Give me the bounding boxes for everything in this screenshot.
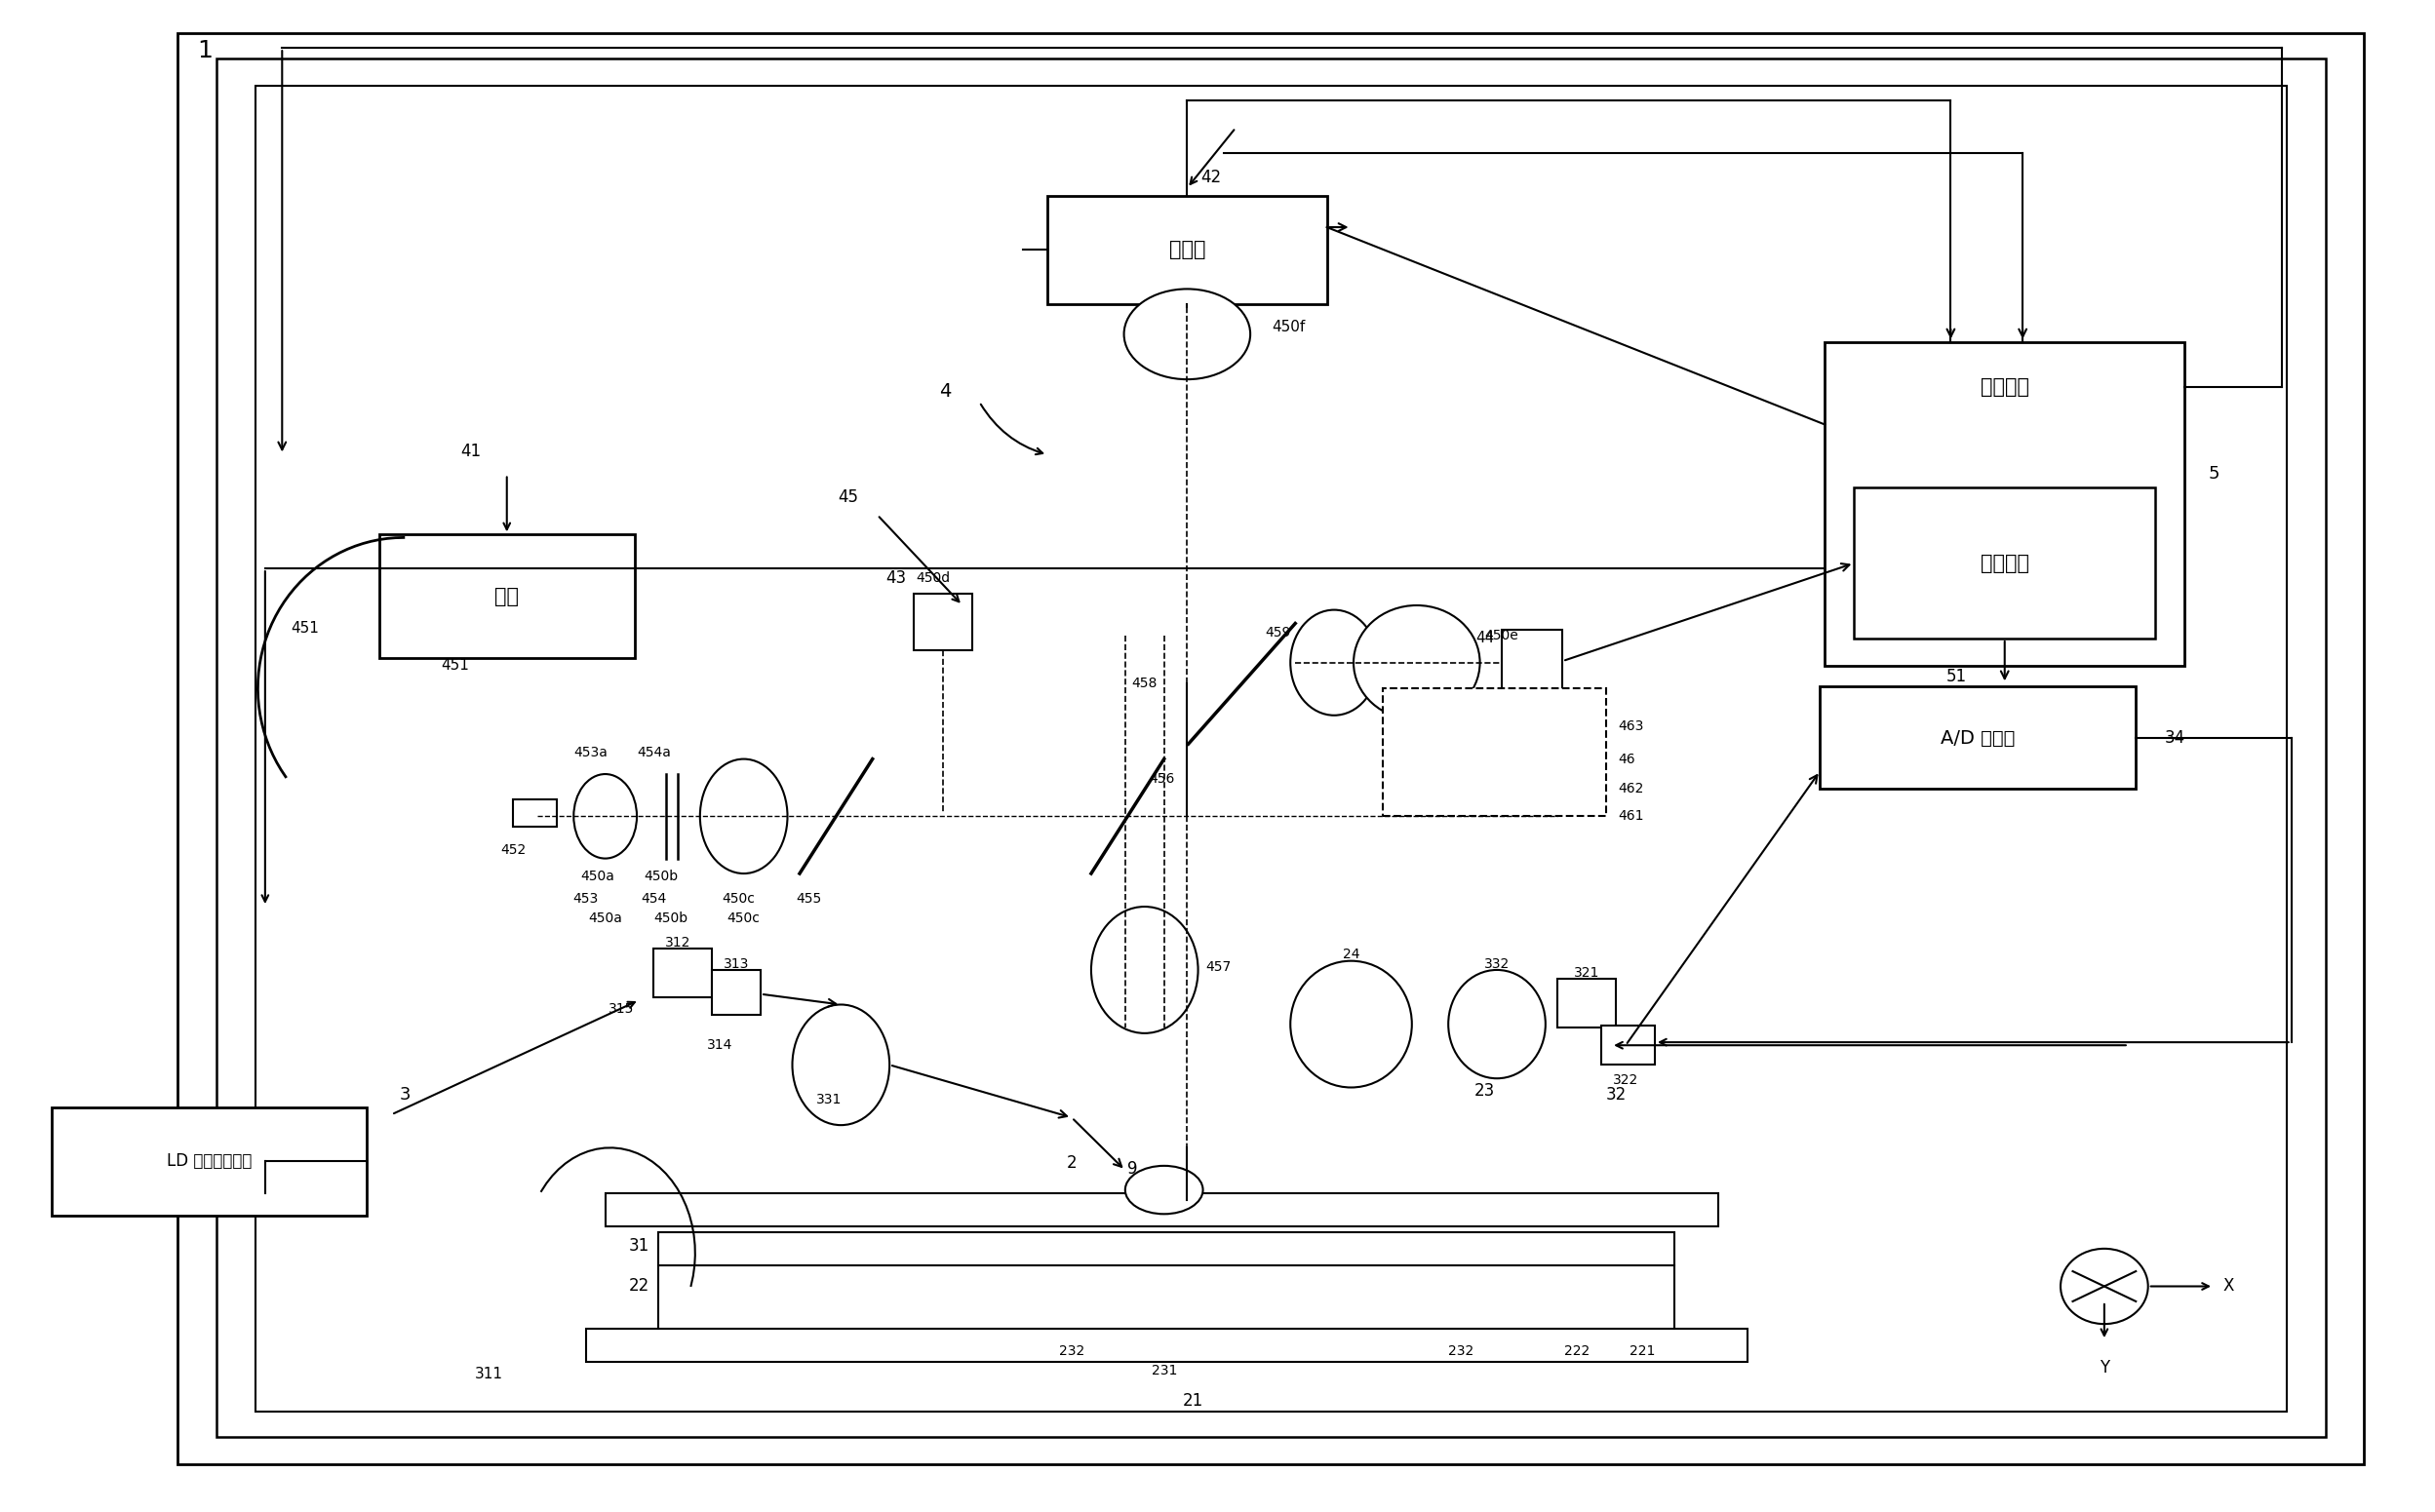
Text: 451: 451 [441,658,470,673]
Bar [711,969,760,1015]
Text: A/D 转换器: A/D 转换器 [1941,729,2016,747]
Text: 332: 332 [1483,957,1510,971]
Text: 44: 44 [1476,631,1495,646]
Ellipse shape [791,1004,889,1125]
Bar [1047,195,1327,304]
Text: 450c: 450c [723,892,755,906]
Ellipse shape [1354,605,1480,720]
Bar [1502,629,1563,692]
Bar [587,1329,1748,1362]
Text: 455: 455 [796,892,823,906]
Text: 450a: 450a [589,912,623,925]
Bar [514,800,558,827]
Text: 24: 24 [1342,948,1359,962]
Ellipse shape [575,774,638,859]
Text: 光源: 光源 [494,587,519,606]
Ellipse shape [1125,289,1249,380]
Text: 456: 456 [1149,771,1176,785]
Text: 311: 311 [475,1367,502,1380]
Text: 450d: 450d [916,572,950,585]
Bar [913,593,972,650]
Text: 21: 21 [1183,1393,1203,1409]
Ellipse shape [1291,609,1378,715]
Ellipse shape [1291,962,1412,1087]
Text: LD 驱动控制部分: LD 驱动控制部分 [166,1152,251,1170]
Text: 463: 463 [1619,720,1644,733]
Text: 313: 313 [723,957,750,971]
Text: 459: 459 [1264,626,1291,640]
Ellipse shape [2060,1249,2148,1325]
Text: 452: 452 [499,844,526,857]
Text: 462: 462 [1619,782,1644,795]
Text: 321: 321 [1573,966,1600,980]
Text: 450e: 450e [1485,629,1519,643]
Text: 31: 31 [628,1237,650,1255]
Text: 计算部分: 计算部分 [1980,553,2028,573]
Bar [1383,688,1607,816]
Text: 2: 2 [1067,1154,1076,1172]
Text: 4: 4 [940,383,952,401]
Bar [655,950,711,996]
Bar [1558,978,1617,1027]
Text: 450a: 450a [582,869,616,883]
Text: 458: 458 [1130,677,1157,691]
Text: 32: 32 [1607,1086,1627,1104]
Bar [217,59,2325,1436]
Ellipse shape [1091,907,1198,1033]
Text: 322: 322 [1612,1074,1639,1087]
Text: 45: 45 [838,488,860,505]
Text: 分光仪: 分光仪 [1169,240,1205,260]
Text: 43: 43 [886,570,906,587]
Text: 231: 231 [1152,1364,1176,1377]
Text: 450b: 450b [653,912,689,925]
Text: 3: 3 [399,1086,412,1104]
Text: 450b: 450b [643,869,679,883]
Text: 315: 315 [609,1002,636,1016]
Ellipse shape [1449,969,1546,1078]
Ellipse shape [1125,1166,1203,1214]
Text: 222: 222 [1563,1344,1590,1358]
Text: 41: 41 [460,443,480,461]
Text: 453: 453 [572,892,599,906]
Text: 42: 42 [1200,169,1222,186]
Text: 1: 1 [197,39,212,62]
Bar [380,535,636,658]
Text: 46: 46 [1619,751,1636,767]
Text: 454a: 454a [638,745,670,761]
Ellipse shape [699,759,787,874]
Text: 461: 461 [1619,809,1644,823]
Text: 232: 232 [1059,1344,1084,1358]
Text: 312: 312 [665,936,692,950]
Bar [256,86,2286,1411]
Text: 34: 34 [2165,729,2187,747]
Bar [1602,1025,1656,1064]
Text: 23: 23 [1476,1081,1495,1099]
Bar [51,1107,368,1216]
Text: 451: 451 [290,620,319,635]
Text: Y: Y [2099,1359,2109,1376]
Text: X: X [2223,1278,2235,1296]
Bar [660,1232,1675,1266]
Text: 232: 232 [1449,1344,1473,1358]
Text: 22: 22 [628,1278,650,1296]
Bar [1819,686,2135,789]
Text: 控制部分: 控制部分 [1980,376,2028,396]
Text: 450c: 450c [728,912,760,925]
Bar [606,1193,1719,1226]
Text: 457: 457 [1205,960,1232,974]
Text: 221: 221 [1629,1344,1656,1358]
Text: 51: 51 [1946,667,1967,685]
Text: 5: 5 [2209,464,2221,482]
Text: 314: 314 [706,1039,733,1052]
Text: 9: 9 [1127,1160,1137,1178]
Text: 454: 454 [640,892,667,906]
Text: 331: 331 [816,1093,843,1107]
Text: 450f: 450f [1271,319,1305,334]
Bar [1853,488,2155,638]
Bar [1824,342,2184,665]
Text: 453a: 453a [575,745,609,761]
